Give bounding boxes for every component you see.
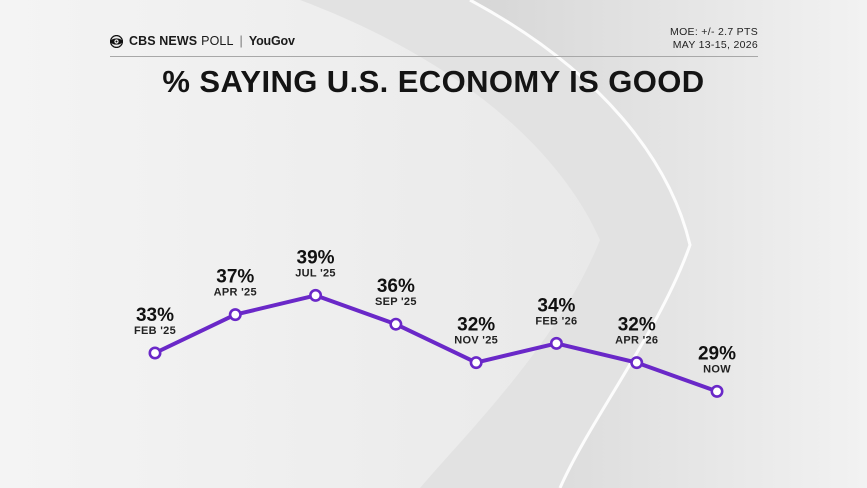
chart-title: % SAYING U.S. ECONOMY IS GOOD (162, 64, 705, 99)
category-label: APR '26 (615, 335, 658, 347)
data-value-label: 37% (216, 267, 254, 288)
data-point (228, 308, 242, 322)
data-point (309, 288, 323, 302)
category-label: JUL '25 (295, 267, 336, 279)
poll-dates: MAY 13-15, 2026 (672, 39, 758, 51)
partner-name: YouGov (248, 34, 295, 48)
poll-label: POLL (201, 34, 234, 48)
data-points-layer (148, 288, 724, 398)
category-label: APR '25 (214, 287, 257, 299)
brand-lockup: CBS NEWS POLL | YouGov (110, 34, 295, 48)
data-labels-layer: 33%FEB '25 37%APR '25 39%JUL '25 36%SEP '25… (134, 247, 736, 375)
data-value-label: 29% (698, 343, 736, 364)
cbs-eye-logo-icon (110, 34, 123, 48)
data-point (549, 336, 563, 350)
series-line (154, 293, 718, 394)
series-line-layer (154, 293, 718, 394)
margin-of-error: MOE: +/- 2.7 PTS (670, 26, 758, 38)
poll-meta: MOE: +/- 2.7 PTS MAY 13-15, 2026 (670, 26, 758, 52)
header-divider (110, 56, 758, 57)
category-label: NOV '25 (454, 335, 498, 347)
data-point (469, 356, 483, 370)
category-label: FEB '26 (535, 315, 577, 327)
data-value-label: 32% (618, 315, 656, 336)
brand-separator: | (239, 34, 243, 48)
data-value-label: 36% (377, 276, 415, 297)
data-point (710, 384, 724, 398)
data-point (389, 317, 403, 331)
data-value-label: 39% (297, 247, 335, 268)
data-value-label: 34% (537, 295, 575, 316)
data-point (630, 356, 644, 370)
category-label: SEP '25 (375, 296, 417, 308)
category-label: NOW (703, 363, 731, 375)
data-point (148, 346, 162, 360)
category-label: FEB '25 (134, 325, 176, 337)
data-value-label: 32% (457, 315, 495, 336)
network-name: CBS NEWS (129, 34, 198, 48)
data-value-label: 33% (136, 305, 174, 326)
